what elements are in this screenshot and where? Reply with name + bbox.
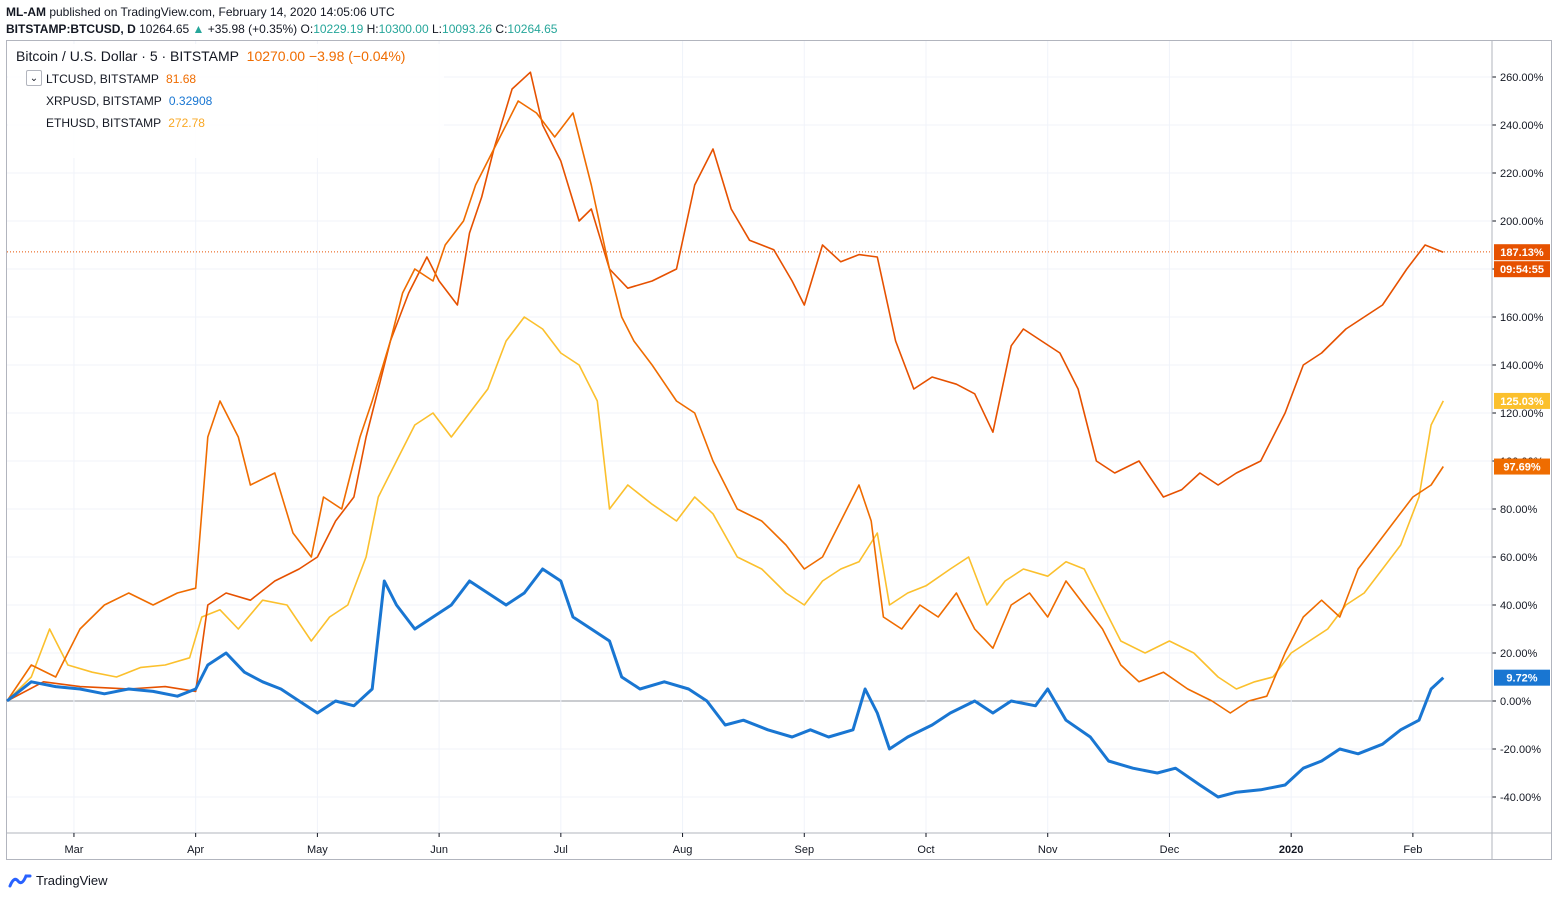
y-tick-label: 160.00% <box>1500 312 1544 324</box>
footer-brand-text: TradingView <box>36 872 108 888</box>
badge-time-text: 09:54:55 <box>1500 264 1544 276</box>
chart-frame[interactable] <box>6 40 1552 860</box>
y-tick-label: 140.00% <box>1500 360 1544 372</box>
legend-value-xrp: 0.32908 <box>168 94 213 108</box>
y-tick-label: 40.00% <box>1500 600 1538 612</box>
badge-text: 97.69% <box>1503 462 1541 474</box>
legend-main-title: Bitcoin / U.S. Dollar · 5 · BITSTAMP <box>16 48 239 64</box>
badge-ethusd: 125.03% <box>1494 392 1550 409</box>
y-tick-label: 200.00% <box>1500 216 1544 228</box>
y-tick-label: 260.00% <box>1500 72 1544 84</box>
time-axis: Mar Apr May Jun Jul Aug Sep Oct Nov Dec 2020 Feb <box>7 832 1552 856</box>
x-tick-label: Feb <box>1403 844 1422 856</box>
x-tick-label: Nov <box>1038 844 1058 856</box>
y-tick-label: 60.00% <box>1500 552 1538 564</box>
publish-line: ML-AM published on TradingView.com, Febr… <box>6 5 395 19</box>
legend-main[interactable]: Bitcoin / U.S. Dollar · 5 · BITSTAMP 102… <box>16 48 444 64</box>
low-label: L: <box>432 22 443 36</box>
last-value-badges: 187.13% 09:54:55 97.69% 125.03% 9.72% <box>1494 244 1550 686</box>
high-value: 10300.00 <box>378 22 429 36</box>
x-tick-label: Oct <box>917 844 934 856</box>
high-label: H: <box>366 22 379 36</box>
y-tick-label: -20.00% <box>1500 744 1541 756</box>
x-tick-label: Apr <box>187 844 204 856</box>
y-tick-label: 20.00% <box>1500 648 1538 660</box>
series-line-btcusd[interactable] <box>6 71 1444 702</box>
legend-main-value: 10270.00 −3.98 (−0.04%) <box>246 48 406 64</box>
x-tick-label: Jun <box>430 844 448 856</box>
legend-value-eth: 272.78 <box>168 116 205 130</box>
badge-text: 9.72% <box>1506 673 1537 685</box>
x-tick-label: 2020 <box>1279 844 1303 856</box>
open-label: O: <box>300 22 314 36</box>
published-text: published on TradingView.com, February 1… <box>49 5 395 19</box>
series-lines <box>6 71 1445 799</box>
legend-row-eth[interactable]: ETHUSD, BITSTAMP 272.78 <box>16 116 444 130</box>
chevron-down-icon[interactable]: ⌄ <box>26 70 42 86</box>
badge-bg <box>1494 392 1550 409</box>
legend-label-ltc: LTCUSD, BITSTAMP <box>46 72 159 86</box>
y-tick-label: 120.00% <box>1500 408 1544 420</box>
x-tick-label: Aug <box>673 844 693 856</box>
y-tick-label: 0.00% <box>1500 696 1531 708</box>
x-tick-label: May <box>307 844 328 856</box>
badge-text: 125.03% <box>1500 396 1544 408</box>
last-price: 10264.65 <box>139 22 190 36</box>
legend-label-xrp: XRPUSD, BITSTAMP <box>46 94 162 108</box>
up-arrow-icon: ▲ <box>192 22 205 36</box>
badge-bg <box>1494 458 1550 475</box>
x-tick-label: Mar <box>64 844 83 856</box>
legend-label-eth: ETHUSD, BITSTAMP <box>46 116 161 130</box>
ohlc-line: BITSTAMP:BTCUSD, D 10264.65 ▲ +35.98 (+0… <box>6 22 557 36</box>
close-value: 10264.65 <box>507 22 558 36</box>
badge-btcusd: 187.13% 09:54:55 <box>1494 244 1550 278</box>
badge-ltcusd: 97.69% <box>1494 458 1550 475</box>
legend-row-ltc[interactable]: ⌄ LTCUSD, BITSTAMP 81.68 <box>16 70 444 86</box>
y-tick-label: 240.00% <box>1500 120 1544 132</box>
badge-time-bg <box>1494 261 1550 278</box>
open-value: 10229.19 <box>313 22 364 36</box>
close-label: C: <box>495 22 508 36</box>
y-tick-label: 80.00% <box>1500 504 1538 516</box>
series-line-ltcusd[interactable] <box>6 100 1444 714</box>
x-tick-label: Jul <box>554 844 568 856</box>
x-tick-label: Dec <box>1160 844 1180 856</box>
symbol-label: BITSTAMP:BTCUSD, D <box>6 22 136 36</box>
grid-lines <box>7 41 1492 833</box>
series-line-ethusd[interactable] <box>6 316 1445 702</box>
badge-xrpusd: 9.72% <box>1494 669 1550 686</box>
footer-brand[interactable]: TradingView <box>8 872 108 888</box>
tradingview-logo-icon <box>8 874 32 888</box>
low-value: 10093.26 <box>442 22 493 36</box>
y-tick-label: 220.00% <box>1500 168 1544 180</box>
badge-bg <box>1494 669 1550 686</box>
badge-bg <box>1494 244 1550 261</box>
legend-row-xrp[interactable]: XRPUSD, BITSTAMP 0.32908 <box>16 94 444 108</box>
publisher-name[interactable]: ML-AM <box>6 5 46 19</box>
y-tick-label: -40.00% <box>1500 792 1541 804</box>
legend-panel: Bitcoin / U.S. Dollar · 5 · BITSTAMP 102… <box>8 44 444 158</box>
badge-text: 187.13% <box>1500 247 1544 259</box>
series-line-xrpusd[interactable] <box>6 567 1445 799</box>
price-axis: 260.00%240.00%220.00%200.00%180.00%160.0… <box>1491 41 1544 860</box>
price-change: +35.98 (+0.35%) <box>207 22 298 36</box>
legend-value-ltc: 81.68 <box>166 72 197 86</box>
x-tick-label: Sep <box>794 844 814 856</box>
